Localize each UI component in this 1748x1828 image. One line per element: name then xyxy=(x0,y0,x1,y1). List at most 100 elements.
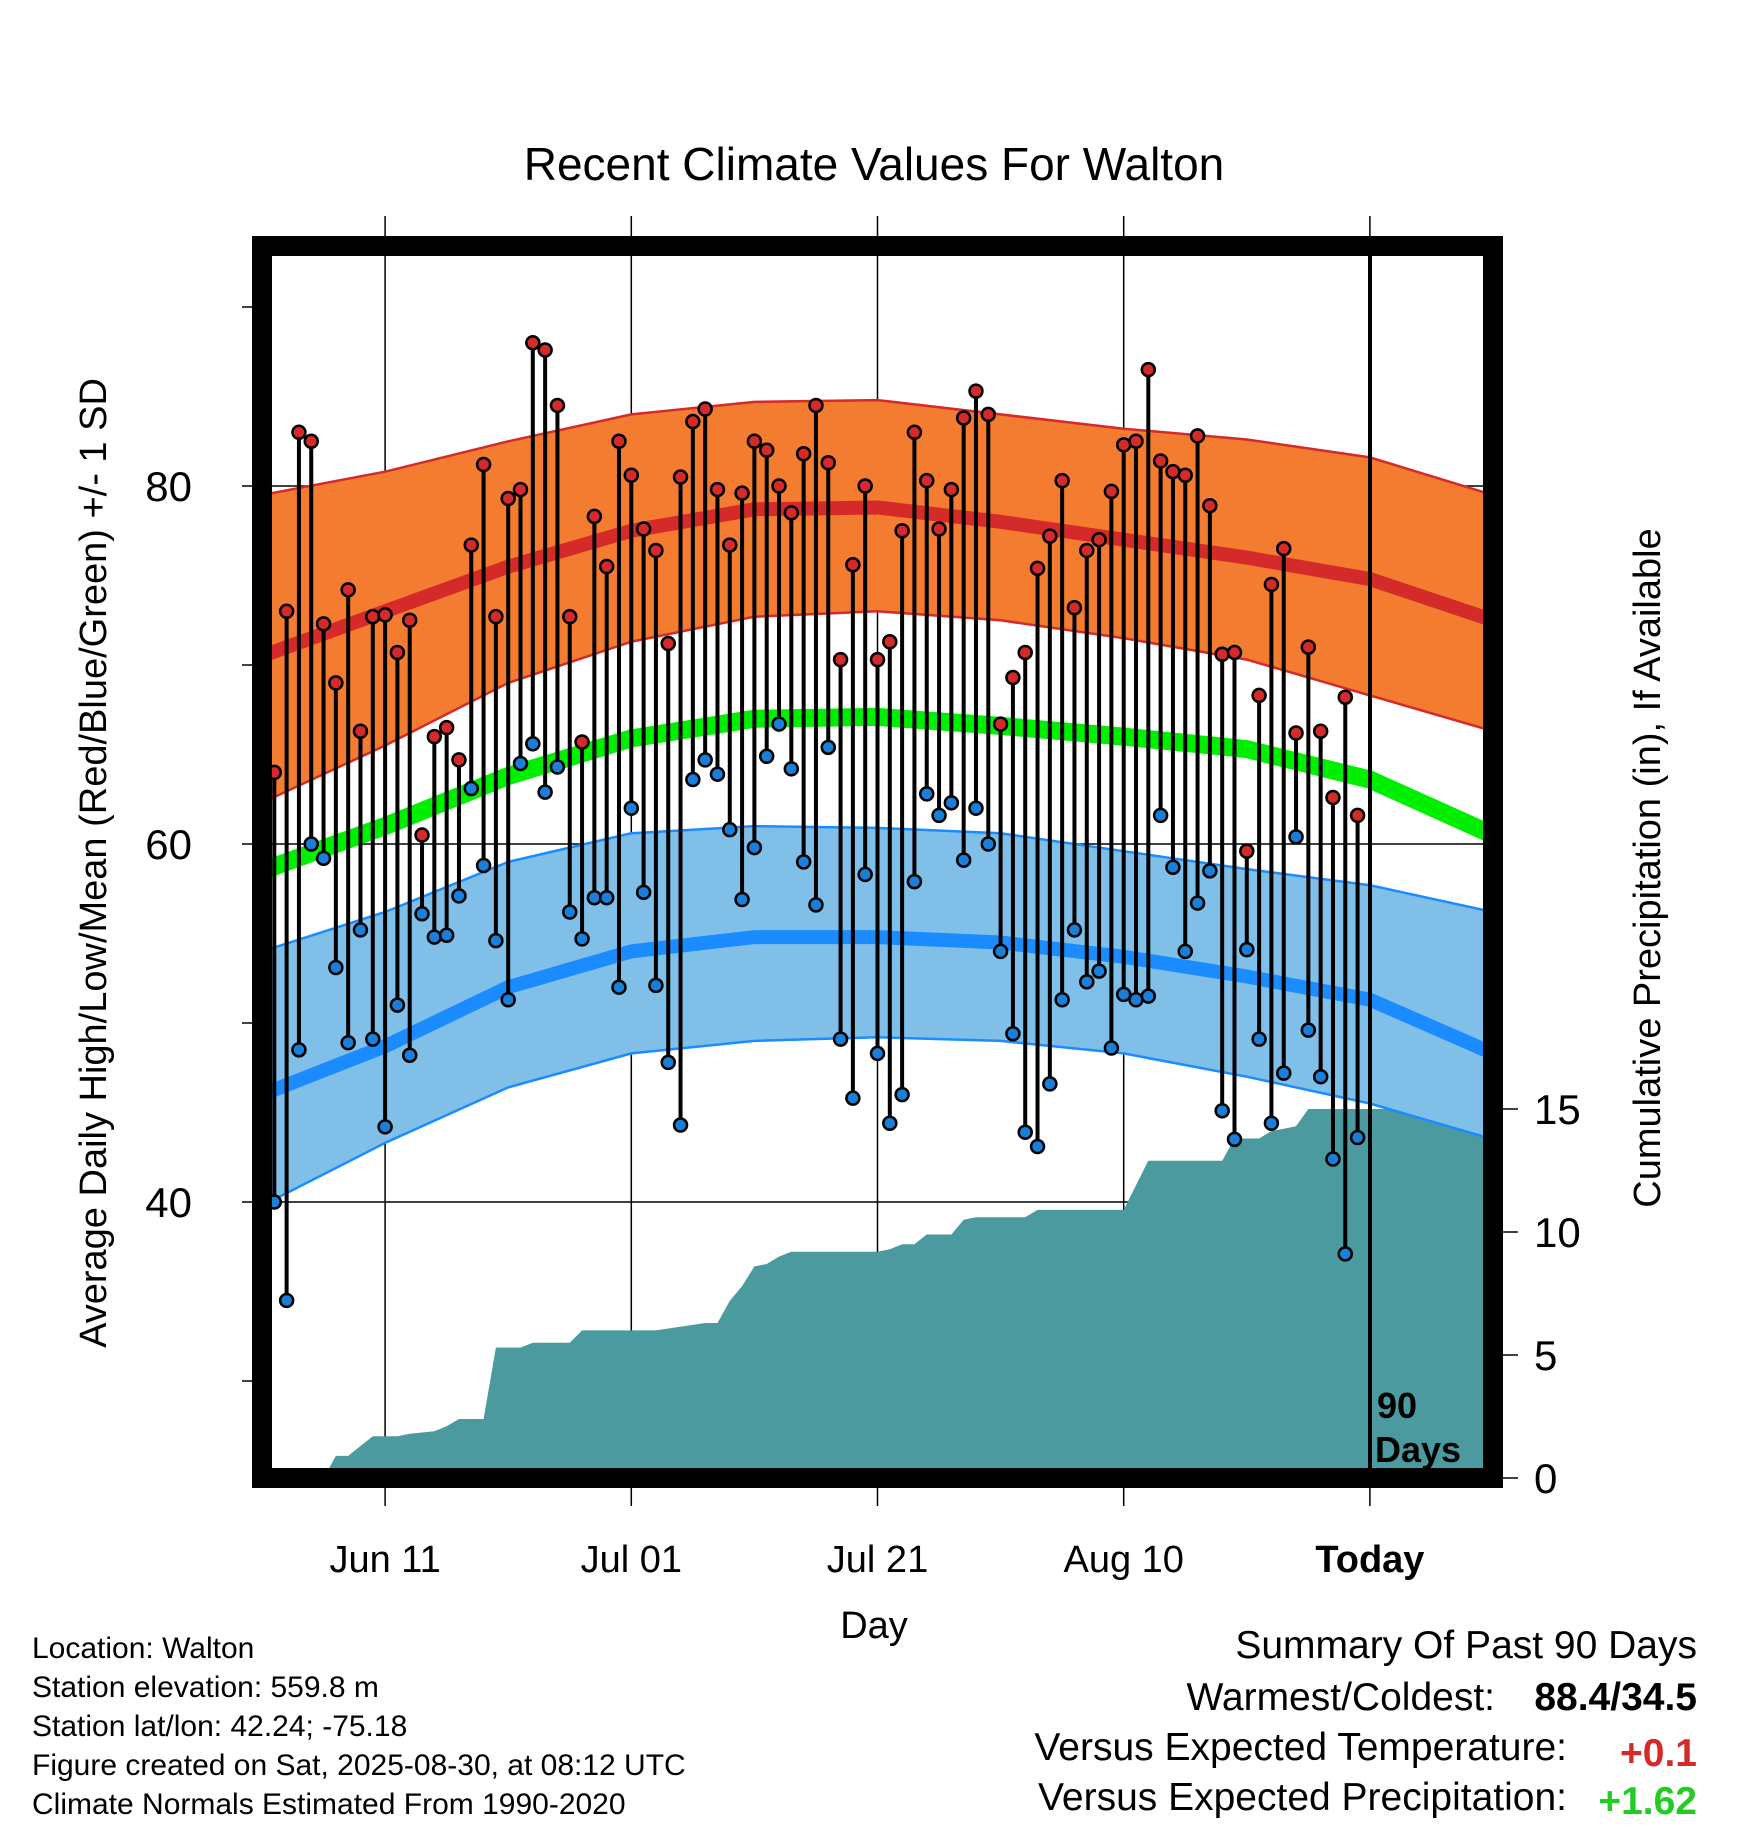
low-point xyxy=(918,786,935,802)
precip-area xyxy=(262,1109,1493,1478)
high-point xyxy=(500,490,516,507)
low-point xyxy=(574,931,590,947)
high-point xyxy=(1288,725,1304,741)
low-point xyxy=(1189,895,1206,911)
high-normal-band-lower-edge xyxy=(262,610,1493,804)
high-point xyxy=(1325,789,1341,806)
y-axis-label: Average Daily High/Low/Mean (Red/Blue/Gr… xyxy=(73,378,115,1348)
low-point xyxy=(291,1042,307,1058)
temp-label: Versus Expected Temperature: xyxy=(1034,1726,1567,1769)
high-point xyxy=(315,616,332,632)
precip-label: Versus Expected Precipitation: xyxy=(1038,1776,1567,1819)
low-point xyxy=(845,1090,861,1106)
low-point xyxy=(697,752,713,768)
low-point xyxy=(512,755,529,772)
high-point xyxy=(1177,467,1193,484)
low-point xyxy=(820,739,837,756)
warm-cold-label: Warmest/Coldest: xyxy=(1187,1676,1495,1719)
low-point xyxy=(1251,1031,1267,1047)
high-point xyxy=(635,521,652,537)
low-point xyxy=(1029,1138,1046,1155)
high-point xyxy=(1066,599,1083,616)
high-point xyxy=(660,635,676,652)
y-tick-label: 80 xyxy=(145,463,192,510)
high-point xyxy=(512,481,529,498)
low-point xyxy=(635,884,652,901)
low-point xyxy=(1054,991,1070,1008)
high-point xyxy=(623,467,640,484)
high-point xyxy=(758,442,775,458)
high-point xyxy=(1251,687,1267,704)
high-point xyxy=(414,827,430,843)
high-point xyxy=(906,424,923,441)
high-point xyxy=(291,424,307,441)
high-point xyxy=(685,413,701,430)
low-point xyxy=(808,897,824,913)
high-point xyxy=(697,401,713,417)
low-point xyxy=(537,784,553,800)
low-point xyxy=(623,800,640,816)
high-point xyxy=(426,728,443,745)
low-point xyxy=(598,889,615,906)
low-point xyxy=(1091,963,1107,979)
normals-text: Climate Normals Estimated From 1990-2020 xyxy=(32,1788,626,1821)
plot-frame xyxy=(252,236,1503,1488)
low-point xyxy=(500,991,516,1008)
low-point xyxy=(303,836,319,852)
plot-area xyxy=(262,246,1493,1478)
high-point xyxy=(562,608,578,625)
low-point xyxy=(795,854,812,870)
y2-tick-label: 0 xyxy=(1534,1455,1557,1502)
low-point xyxy=(672,1117,689,1133)
high-point xyxy=(1202,497,1218,514)
x-tick-label: Jun 11 xyxy=(329,1539,440,1581)
high-point xyxy=(1214,646,1230,663)
y-tick-label: 40 xyxy=(145,1179,192,1226)
low-point xyxy=(463,780,480,797)
high-point xyxy=(1054,472,1070,489)
high-point xyxy=(1300,639,1317,655)
low-point xyxy=(1288,829,1304,845)
low-point xyxy=(894,1086,910,1103)
created-text: Figure created on Sat, 2025-08-30, at 08… xyxy=(32,1749,686,1782)
high-point xyxy=(1115,437,1132,453)
chart-title: Recent Climate Values For Walton xyxy=(524,138,1225,190)
low-point xyxy=(734,891,750,908)
high-point xyxy=(1042,528,1058,544)
low-point xyxy=(1079,974,1095,990)
high-point xyxy=(377,607,393,623)
high-point xyxy=(451,752,467,768)
precip-cumulative-area xyxy=(262,1109,1493,1478)
y2-tick-label: 5 xyxy=(1534,1332,1557,1379)
low-point xyxy=(746,839,763,856)
low-point xyxy=(328,959,344,976)
low-point xyxy=(426,929,443,945)
high-point xyxy=(340,582,356,598)
high-point xyxy=(611,433,627,449)
high-point xyxy=(672,469,689,485)
high-point xyxy=(1275,540,1292,557)
low-point xyxy=(758,748,775,765)
low-point xyxy=(611,979,627,995)
high-point xyxy=(795,446,812,462)
high-point xyxy=(1152,453,1169,469)
high-point xyxy=(722,537,738,553)
high-point xyxy=(1165,463,1181,480)
summary-panel: Summary Of Past 90 Days Warmest/Coldest:… xyxy=(1034,1624,1697,1823)
high-point xyxy=(808,397,824,414)
high-point xyxy=(303,433,319,449)
low-point xyxy=(1140,988,1157,1004)
high-point xyxy=(648,542,664,559)
low-point xyxy=(1177,943,1193,960)
low-point xyxy=(1152,807,1169,824)
low-point xyxy=(1066,922,1083,938)
summary-title: Summary Of Past 90 Days xyxy=(1235,1624,1697,1667)
high-point xyxy=(869,651,886,668)
high-point xyxy=(365,608,381,625)
low-point xyxy=(1165,859,1181,876)
axes: 40 60 80 0 5 10 15 Jun 11 Jul 01 Jul 21 Aug 10 Toda… xyxy=(145,216,1581,1581)
low-point xyxy=(365,1031,381,1047)
high-point xyxy=(438,719,455,736)
high-point xyxy=(1005,669,1021,686)
